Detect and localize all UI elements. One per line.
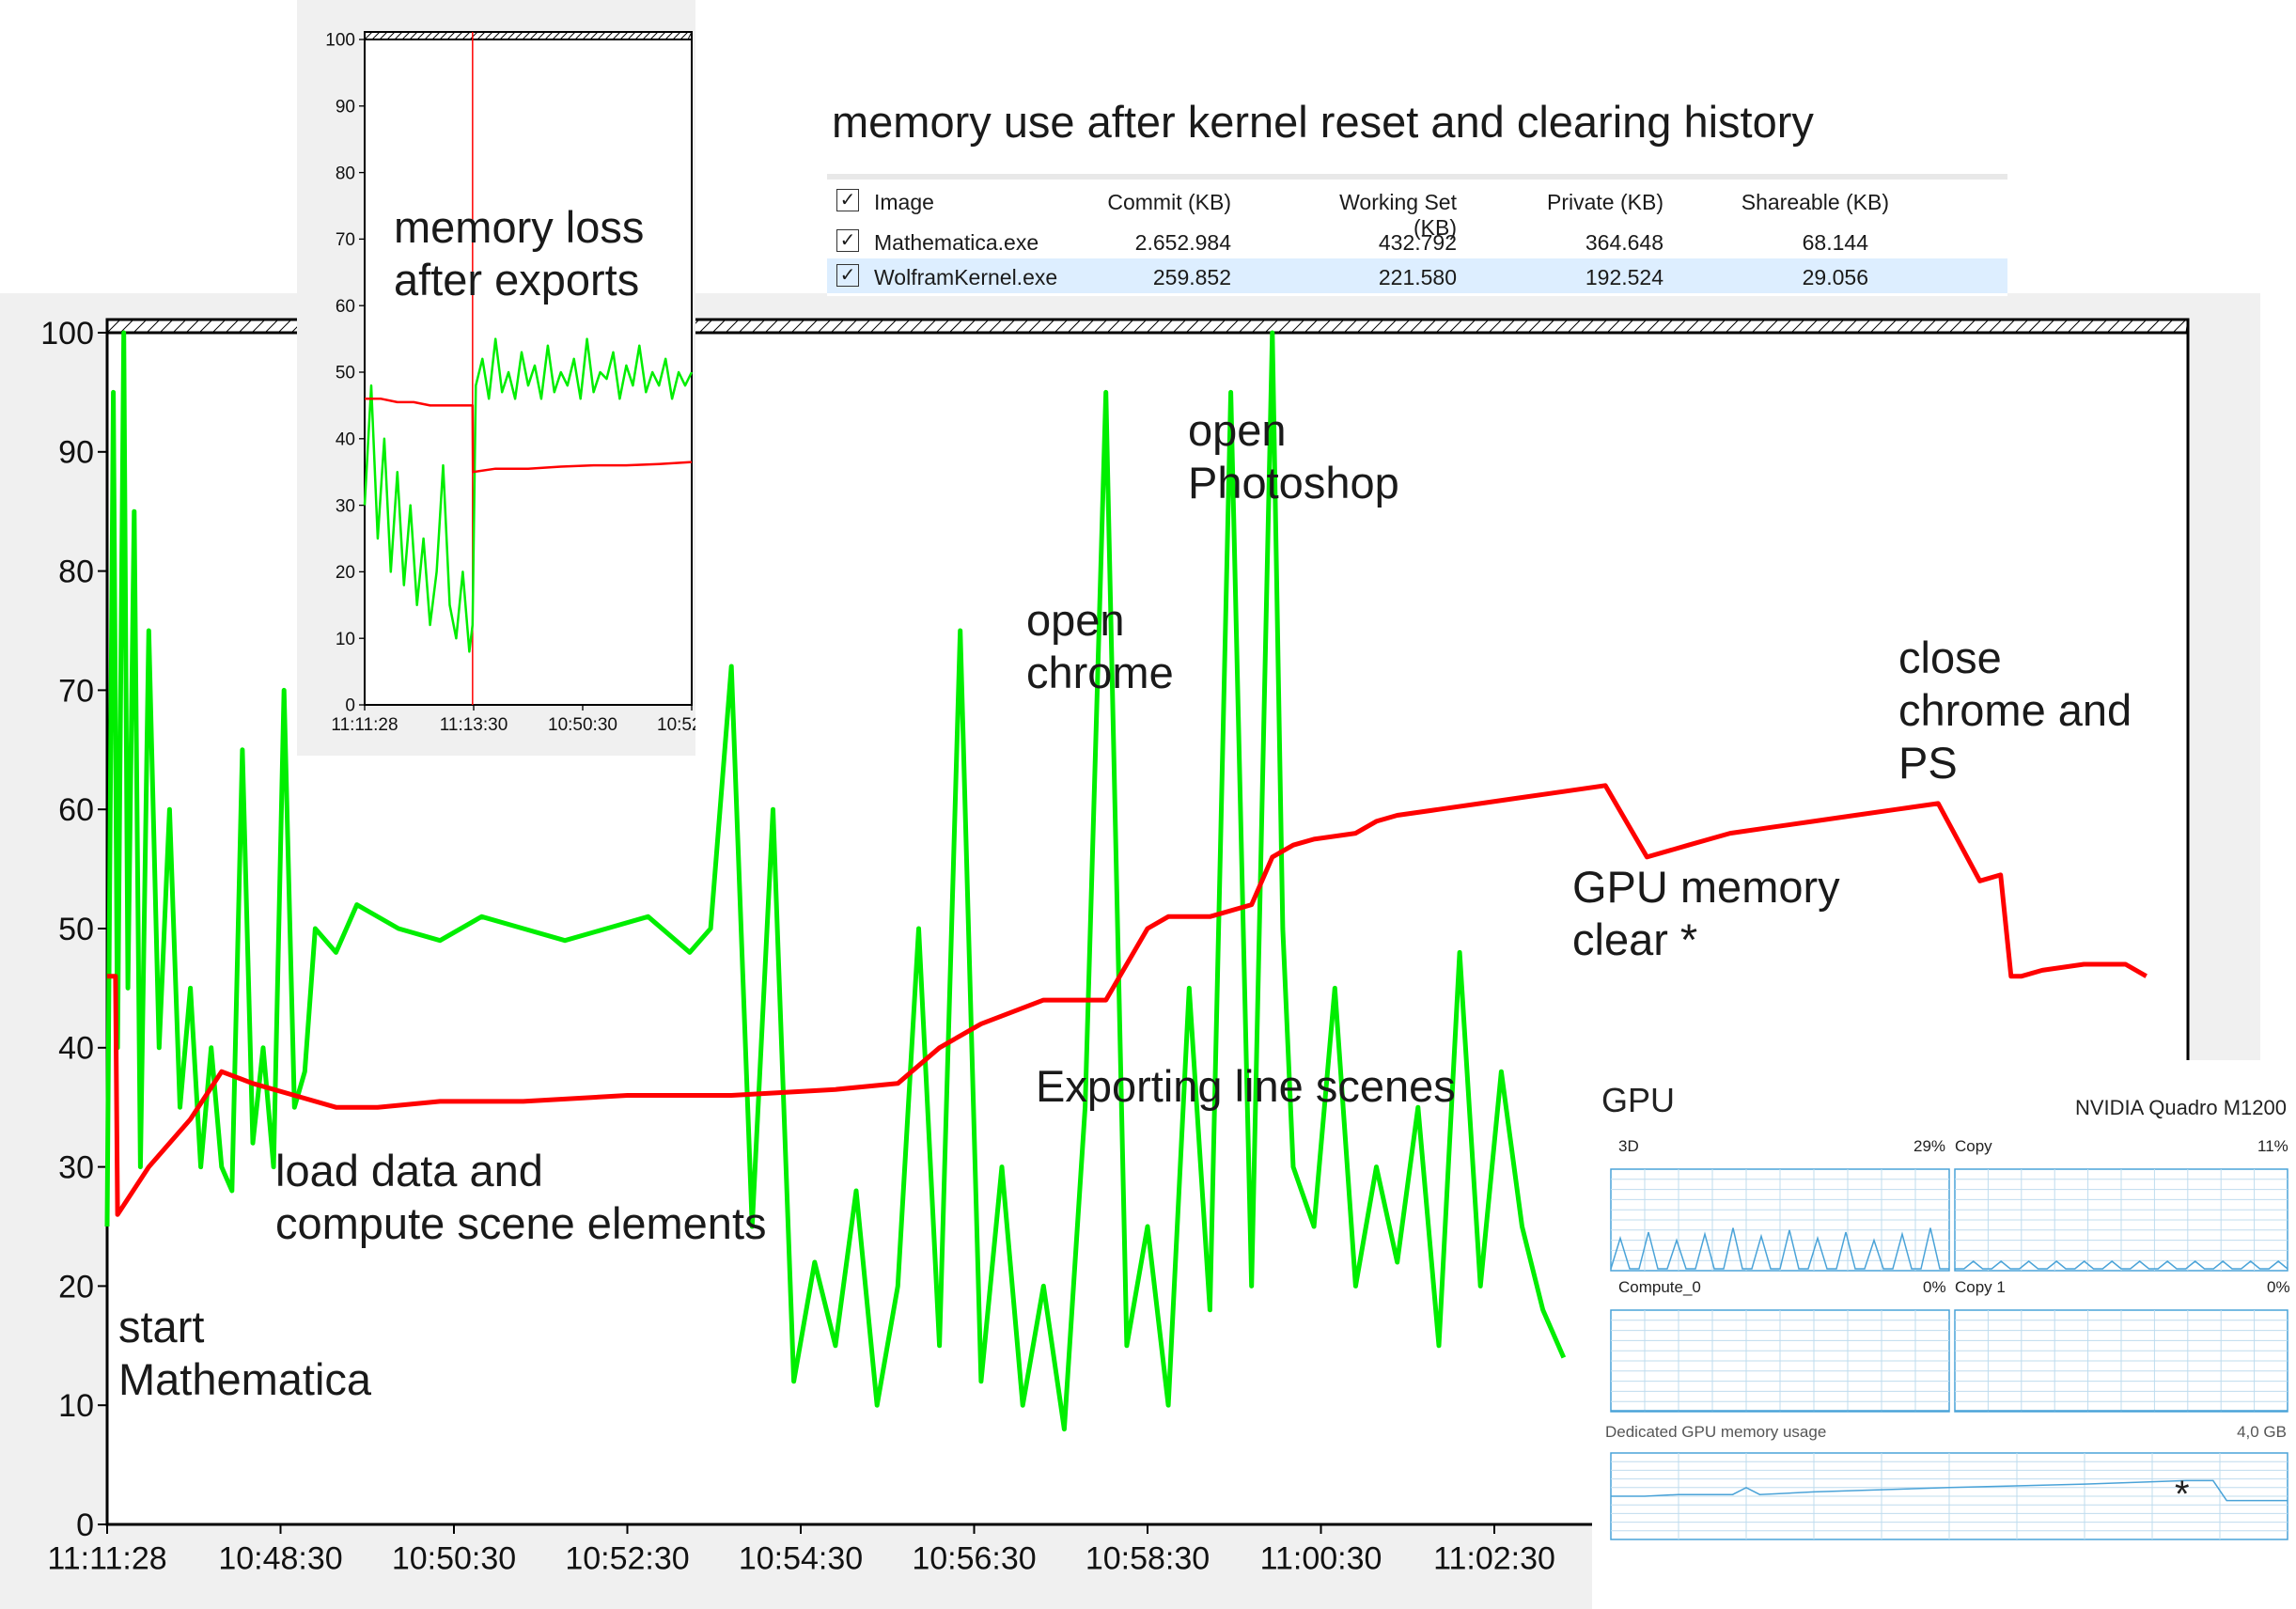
- inset-chart-svg: 0 10 20 30 40 50 60 70 80 90 100 11:11:28 11:13:30 10…: [325, 31, 695, 735]
- table-heading: memory use after kernel reset and cleari…: [832, 97, 1814, 147]
- hatched-top-band: [364, 31, 693, 40]
- commit-value: 259.852: [1152, 265, 1231, 289]
- series-red-line: [365, 398, 693, 474]
- shareable-value: 29.056: [1802, 265, 1868, 289]
- x-tick-label: 10:54:30: [739, 1540, 863, 1576]
- series-green-line: [104, 330, 1567, 1432]
- y-tick-label: 100: [325, 31, 355, 51]
- y-tick-label: 60: [336, 297, 355, 317]
- header-shareable[interactable]: Shareable (KB): [1741, 190, 1889, 214]
- process-name: Mathematica.exe: [874, 230, 1039, 255]
- working-set-value: 221.580: [1378, 265, 1457, 289]
- gpu-memory-clear-marker: *: [2175, 1474, 2190, 1515]
- annotation-exporting: Exporting line scenes: [1036, 1061, 1456, 1111]
- y-tick-label: 0: [345, 696, 355, 716]
- table-row[interactable]: ✓ WolframKernel.exe 259.852 221.580 192.…: [827, 258, 2007, 293]
- table-row[interactable]: ✓ Mathematica.exe 2.652.984 432.792 364.…: [827, 224, 2007, 258]
- y-tick-label: 30: [58, 1150, 94, 1186]
- y-tick-label: 70: [336, 230, 355, 250]
- select-all-checkbox[interactable]: ✓: [836, 189, 859, 211]
- header-working-set[interactable]: Working Set (KB): [1339, 190, 1457, 240]
- engine-graph-copy1: [1954, 1309, 2288, 1413]
- inset-memory-chart: 0 10 20 30 40 50 60 70 80 90 100 11:11:28 11:13:30 10…: [297, 0, 695, 756]
- engine-graph-compute0: [1610, 1309, 1950, 1413]
- engine-label-copy[interactable]: Copy: [1955, 1137, 1992, 1155]
- y-tick-label: 10: [336, 630, 355, 649]
- header-commit[interactable]: Commit (KB): [1107, 190, 1231, 214]
- x-tick-label: 10:58:30: [1086, 1540, 1210, 1576]
- gpu-memory-max: 4,0 GB: [2237, 1423, 2287, 1441]
- x-tick-label: 11:02:30: [1433, 1540, 1555, 1576]
- gpu-graphs-svg: [1610, 1168, 2288, 1540]
- gpu-title: GPU: [1601, 1081, 1676, 1119]
- engine-label-compute0[interactable]: Compute_0: [1618, 1278, 1701, 1296]
- working-set-value: 432.792: [1378, 230, 1457, 255]
- gpu-memory-label: Dedicated GPU memory usage: [1605, 1423, 1827, 1441]
- annotation-memory-loss: memory loss after exports: [394, 202, 645, 305]
- engine-percent-3d: 29%: [1913, 1137, 1946, 1155]
- series-green-line: [363, 337, 694, 653]
- x-tick-label: 11:11:28: [331, 715, 398, 735]
- row-checkbox[interactable]: ✓: [836, 229, 859, 252]
- x-tick-label: 10:50:30: [548, 715, 617, 735]
- series-red-line: [107, 783, 2148, 1217]
- private-value: 192.524: [1585, 265, 1663, 289]
- engine-graph-copy: [1954, 1168, 2288, 1272]
- x-tick-label: 10:52:30: [657, 715, 695, 735]
- y-tick-label: 50: [58, 912, 94, 947]
- y-tick-label: 70: [58, 673, 94, 709]
- engine-label-3d[interactable]: 3D: [1618, 1137, 1639, 1155]
- header-image[interactable]: Image: [874, 190, 934, 214]
- y-tick-label: 10: [58, 1388, 94, 1424]
- process-name: WolframKernel.exe: [874, 265, 1058, 289]
- y-tick-label: 0: [76, 1507, 94, 1543]
- x-tick-label: 10:56:30: [912, 1540, 1036, 1576]
- table-header-row: ✓ Image Commit (KB) Working Set (KB) Pri…: [827, 183, 2007, 240]
- y-tick-label: 80: [336, 164, 355, 183]
- gpu-device-name: NVIDIA Quadro M1200: [2074, 1096, 2287, 1119]
- y-tick-label: 90: [58, 435, 94, 471]
- row-checkbox[interactable]: ✓: [836, 264, 859, 287]
- annotation-open-photoshop: open Photoshop: [1188, 405, 1399, 508]
- y-tick-label: 90: [336, 97, 355, 117]
- y-tick-label: 20: [336, 563, 355, 583]
- x-tick-label: 10:48:30: [218, 1540, 342, 1576]
- annotation-open-chrome: open chrome: [1026, 595, 1174, 697]
- y-tick-label: 40: [336, 430, 355, 449]
- y-tick-label: 30: [336, 496, 355, 516]
- engine-label-copy1[interactable]: Copy 1: [1955, 1278, 2006, 1296]
- gpu-performance-panel: GPU NVIDIA Quadro M1200 3D 29% Copy 11% …: [1592, 1060, 2296, 1609]
- annotation-start-mathematica: start Mathematica: [118, 1302, 372, 1404]
- x-tick-label: 11:11:28: [47, 1540, 166, 1576]
- annotation-gpu-memory-clear: GPU memory clear *: [1572, 862, 1840, 964]
- private-value: 364.648: [1585, 230, 1663, 255]
- y-tick-label: 20: [58, 1269, 94, 1304]
- gpu-memory-graph: [1610, 1452, 2288, 1540]
- engine-percent-copy1: 0%: [2267, 1278, 2290, 1296]
- y-tick-label: 40: [58, 1031, 94, 1067]
- x-tick-label: 10:52:30: [565, 1540, 689, 1576]
- header-private[interactable]: Private (KB): [1547, 190, 1663, 214]
- engine-percent-compute0: 0%: [1923, 1278, 1946, 1296]
- annotation-load-data: load data and compute scene elements: [275, 1146, 767, 1248]
- x-tick-label: 11:00:30: [1260, 1540, 1382, 1576]
- commit-value: 2.652.984: [1134, 230, 1231, 255]
- annotation-close-chrome-ps: close chrome and PS: [1898, 633, 2132, 788]
- shareable-value: 68.144: [1802, 230, 1868, 255]
- y-tick-label: 60: [58, 792, 94, 828]
- y-tick-label: 100: [40, 316, 94, 351]
- y-tick-label: 50: [336, 364, 355, 383]
- x-tick-label: 10:50:30: [392, 1540, 516, 1576]
- engine-graph-3d: [1610, 1168, 1950, 1272]
- engine-percent-copy: 11%: [2257, 1137, 2288, 1155]
- x-tick-label: 11:13:30: [440, 715, 508, 735]
- process-memory-table: ✓ Image Commit (KB) Working Set (KB) Pri…: [827, 174, 2007, 296]
- y-tick-label: 80: [58, 555, 94, 590]
